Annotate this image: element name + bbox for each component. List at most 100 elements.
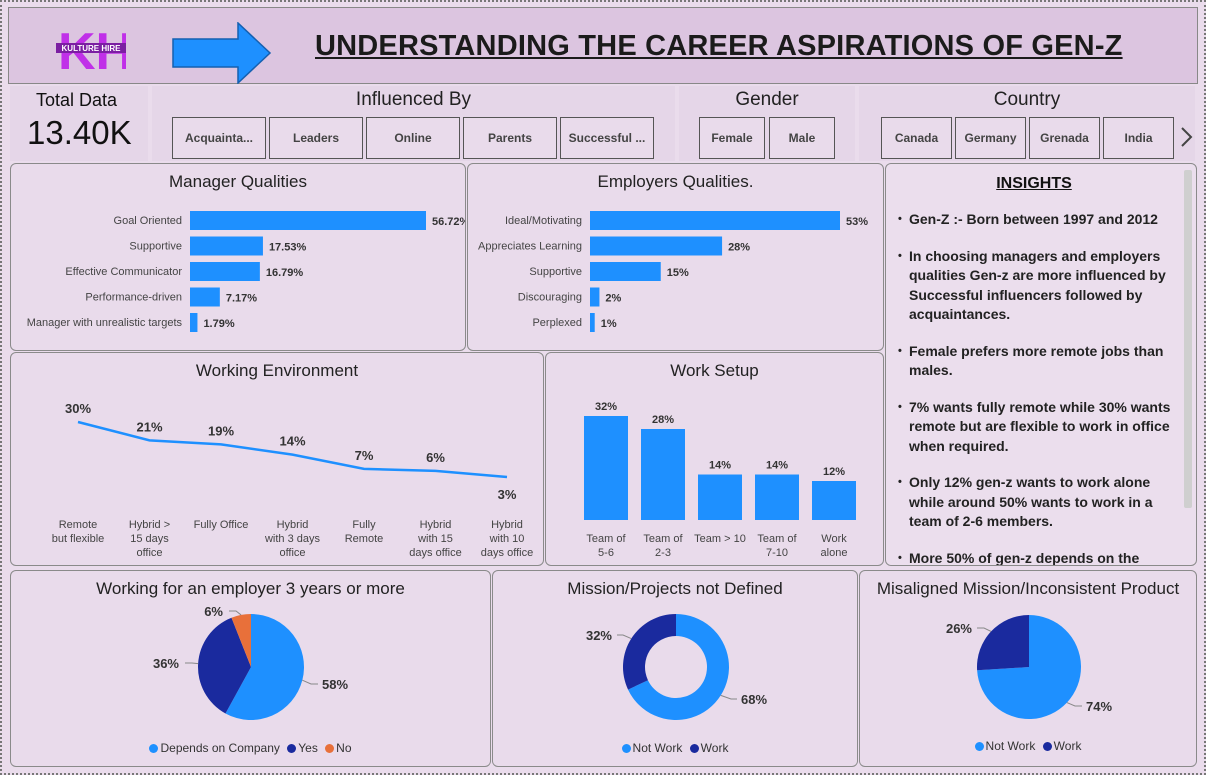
category-label: Effective Communicator xyxy=(65,266,182,278)
working-environment-chart: 30% Remote but flexible 21% Hybrid > 15 days o… xyxy=(52,401,533,559)
slicer-option-acquaintances[interactable]: Acquainta... xyxy=(172,117,266,159)
total-data-card xyxy=(10,86,148,161)
category-label: with 3 days xyxy=(264,533,321,545)
data-label: 28% xyxy=(652,414,674,426)
working-environment-panel: Working Environment 30% Remote but flexibl… xyxy=(10,352,544,566)
insight-item: In choosing managers and employers quali… xyxy=(898,247,1183,325)
data-label: 32% xyxy=(586,628,612,643)
misaligned-mission-pie: 74% 26% xyxy=(946,615,1112,719)
category-label: Supportive xyxy=(129,241,182,253)
legend-work: Work xyxy=(1053,739,1082,753)
category-label: Manager with unrealistic targets xyxy=(27,317,183,329)
data-label: 7% xyxy=(355,448,374,463)
slicer-gender: Gender Female Male xyxy=(679,86,855,161)
data-label: 15% xyxy=(667,267,689,279)
category-label: Work xyxy=(821,533,847,545)
legend-swatch xyxy=(287,744,297,753)
kulture-hire-logo: KH KULTURE HIRE xyxy=(56,21,133,81)
work-setup-chart: 32% Team of 5-6 28% Team of 2-3 14% Team > 10 14… xyxy=(584,401,856,559)
insights-title: INSIGHTS xyxy=(996,175,1072,192)
insights-scrollbar[interactable] xyxy=(1184,170,1192,508)
slicer-option-canada[interactable]: Canada xyxy=(881,117,952,159)
leader-line xyxy=(302,679,318,685)
data-label: 6% xyxy=(426,450,445,465)
chart-title: Working for an employer 3 years or more xyxy=(96,579,405,598)
data-label: 53% xyxy=(846,216,868,228)
chart-title: Employers Qualities. xyxy=(597,172,754,191)
category-label: Hybrid xyxy=(491,519,523,531)
bar xyxy=(190,287,220,307)
category-label: Team of xyxy=(757,533,797,545)
slicer-option-parents[interactable]: Parents xyxy=(463,117,557,159)
bar xyxy=(190,236,263,256)
category-label: 7-10 xyxy=(766,547,788,559)
category-label: Remote xyxy=(345,533,384,545)
legend-yes: Yes xyxy=(298,741,318,755)
data-label: 14% xyxy=(279,434,305,449)
category-label: Fully Office xyxy=(194,519,249,531)
bar xyxy=(698,474,742,520)
legend-swatch xyxy=(325,744,335,753)
data-label: 21% xyxy=(136,419,162,434)
employer-3-years-panel: Working for an employer 3 years or more … xyxy=(10,570,491,767)
slicer-option-male[interactable]: Male xyxy=(769,117,835,159)
manager-qualities-chart: Goal Oriented 56.72% Supportive 17.53% Effec… xyxy=(27,211,465,332)
category-label: Hybrid xyxy=(420,519,452,531)
logo-subtext: KULTURE HIRE xyxy=(62,44,122,53)
pie-slice xyxy=(977,615,1029,671)
bar xyxy=(190,211,426,230)
data-label: 17.53% xyxy=(269,242,307,254)
category-label: days office xyxy=(409,547,461,559)
bar xyxy=(190,262,260,281)
employers-qualities-panel: Employers Qualities. Ideal/Motivating 53%… xyxy=(467,163,884,351)
slicer-option-india[interactable]: India xyxy=(1103,117,1174,159)
manager-qualities-panel: Manager Qualities Goal Oriented 56.72% Sup… xyxy=(10,163,466,351)
chart-title: Mission/Projects not Defined xyxy=(567,579,783,598)
arrow-right-icon xyxy=(172,21,272,89)
pie-slice xyxy=(977,615,1081,719)
insights-panel: INSIGHTS Gen-Z :- Born between 1997 and … xyxy=(885,163,1197,566)
slicer-option-female[interactable]: Female xyxy=(699,117,765,159)
data-label: 3% xyxy=(498,487,517,502)
work-setup-panel: Work Setup 32% Team of 5-6 28% Team of 2-3 14%… xyxy=(545,352,884,566)
legend-swatch xyxy=(1042,742,1052,751)
data-label: 68% xyxy=(741,692,767,707)
misaligned-mission-panel: Misaligned Mission/Inconsistent Product … xyxy=(859,570,1197,767)
pie-slice xyxy=(628,614,729,720)
chevron-right-icon[interactable] xyxy=(1179,126,1193,153)
insight-item: 7% wants fully remote while 30% wants re… xyxy=(898,398,1183,457)
slicer-option-germany[interactable]: Germany xyxy=(955,117,1026,159)
category-label: Goal Oriented xyxy=(114,215,182,227)
mission-not-defined-panel: Mission/Projects not Defined 68% 32% Not … xyxy=(492,570,858,767)
legend-swatch xyxy=(974,742,984,751)
chart-legend: Not Work Work xyxy=(493,741,857,755)
chart-title: Work Setup xyxy=(670,361,759,380)
chart-title: Working Environment xyxy=(195,361,359,380)
employer-3-years-pie: 58% 36% 6% xyxy=(153,604,348,720)
chart-title: Manager Qualities xyxy=(169,172,307,191)
header-banner: KH KULTURE HIRE UNDERSTANDING THE CAREER… xyxy=(8,7,1198,85)
data-label: 28% xyxy=(728,242,750,254)
data-label: 6% xyxy=(204,604,223,619)
total-data-label: Total Data xyxy=(36,90,118,110)
leader-line xyxy=(185,662,199,665)
employers-qualities-chart: Ideal/Motivating 53% Appreciates Learning 2… xyxy=(478,211,868,332)
chart-title: Misaligned Mission/Inconsistent Product xyxy=(876,579,1180,598)
bar xyxy=(590,236,723,256)
bar xyxy=(812,481,856,520)
pie-slice xyxy=(231,614,251,667)
data-label: 1% xyxy=(601,318,617,330)
slicer-option-grenada[interactable]: Grenada xyxy=(1029,117,1100,159)
category-label: Perplexed xyxy=(532,317,582,329)
category-label: but flexible xyxy=(52,533,105,545)
slicer-option-successful[interactable]: Successful ... xyxy=(560,117,654,159)
data-label: 32% xyxy=(595,401,617,413)
data-label: 14% xyxy=(709,460,731,472)
slicer-option-leaders[interactable]: Leaders xyxy=(269,117,363,159)
slicer-option-online[interactable]: Online xyxy=(366,117,460,159)
bar xyxy=(641,429,685,520)
category-label: office xyxy=(279,547,305,559)
leader-line xyxy=(617,634,632,640)
legend-depends: Depends on Company xyxy=(160,741,280,755)
category-label: Supportive xyxy=(529,266,582,278)
